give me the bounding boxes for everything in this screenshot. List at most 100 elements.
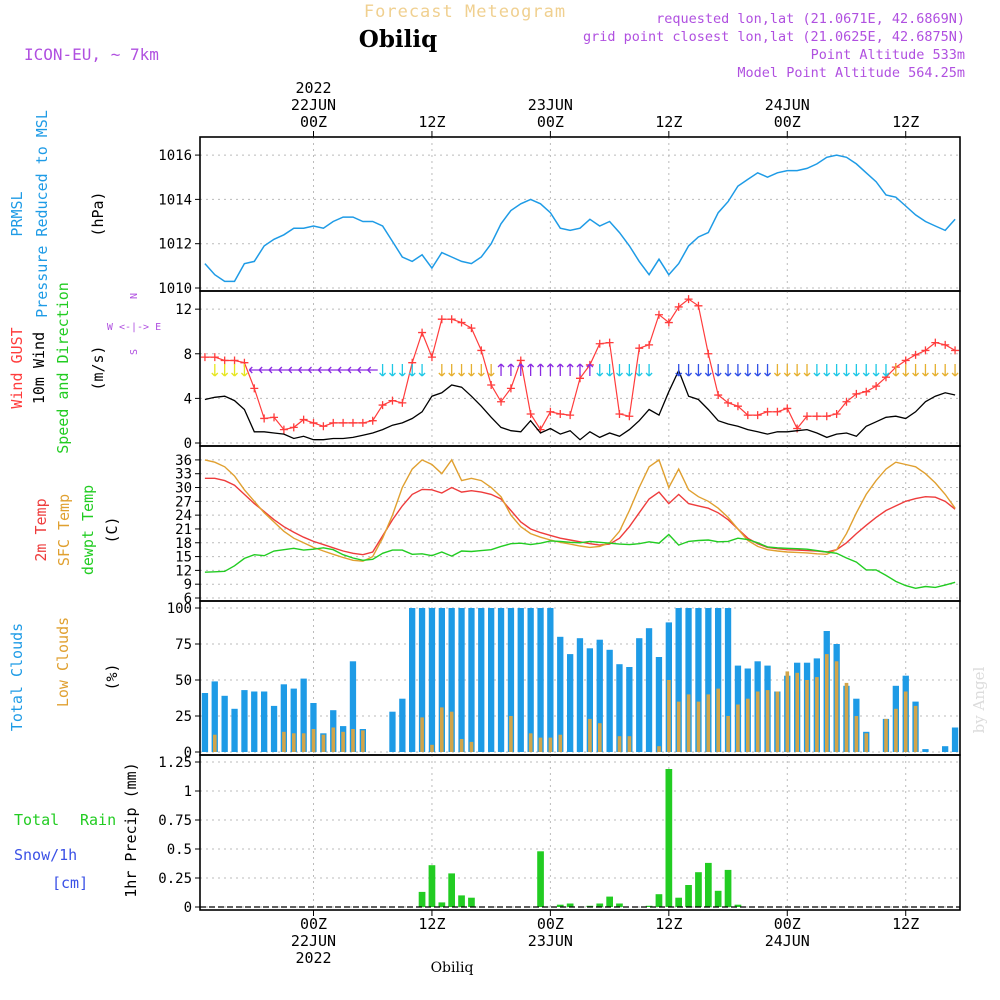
total-cloud-bar bbox=[645, 628, 653, 752]
total-cloud-bar bbox=[497, 608, 505, 752]
panel-frame bbox=[199, 754, 961, 911]
gust-point bbox=[516, 356, 525, 365]
time-label: 12Z bbox=[418, 915, 445, 933]
wind-arrow bbox=[596, 364, 604, 377]
total-cloud-bar bbox=[261, 691, 268, 752]
low-cloud-bar bbox=[834, 661, 839, 752]
low-cloud-bar bbox=[311, 729, 316, 752]
low-cloud-bar bbox=[716, 688, 720, 752]
gust-point bbox=[279, 425, 288, 434]
wind-speed-line bbox=[204, 368, 956, 441]
gust-point bbox=[200, 353, 209, 362]
wind-arrow bbox=[231, 364, 239, 377]
rain-bar bbox=[596, 903, 604, 907]
title-block: Forecast Meteogram Obiliq ICON-EU, ~ 7km… bbox=[24, 2, 988, 976]
low-cloud-bar bbox=[449, 711, 454, 752]
panel-precipitation: 0 0.25 0.5 0.75 1 1.25 1hr Precip (mm) Total Rai… bbox=[14, 754, 961, 916]
total-cloud-bar bbox=[586, 648, 593, 752]
total-cloud-bar bbox=[270, 705, 278, 752]
time-label: 00Z bbox=[300, 113, 327, 131]
total-cloud-bar bbox=[428, 608, 436, 752]
total-cloud-bar bbox=[567, 654, 574, 752]
wind-arrow bbox=[308, 366, 319, 374]
gust-point bbox=[497, 397, 506, 406]
low-cloud-bar bbox=[420, 717, 424, 752]
location-name: Obiliq bbox=[359, 26, 437, 53]
axis-label-line: Wind GUST bbox=[8, 327, 26, 408]
total-cloud-bar bbox=[695, 608, 702, 752]
gust-point bbox=[852, 389, 861, 398]
y-tick-label: 0 bbox=[184, 900, 192, 916]
total-cloud-bar bbox=[606, 649, 613, 752]
gust-point bbox=[921, 346, 930, 355]
low-cloud-bar bbox=[903, 691, 908, 752]
wind-arrow bbox=[467, 364, 475, 377]
gust-point bbox=[566, 411, 575, 420]
low-cloud-bar bbox=[884, 718, 888, 752]
gust-point bbox=[803, 412, 812, 421]
total-cloud-bar bbox=[389, 711, 396, 752]
low-cloud-bar bbox=[558, 734, 563, 752]
wind-arrow bbox=[497, 363, 505, 376]
low-cloud-bar bbox=[528, 733, 533, 752]
gust-point bbox=[309, 418, 318, 427]
low-cloud-bar bbox=[805, 680, 809, 752]
gust-point bbox=[763, 407, 772, 416]
gust-point bbox=[654, 310, 663, 319]
time-label: 23JUN bbox=[528, 932, 573, 950]
total-cloud-bar bbox=[715, 608, 722, 752]
gust-point bbox=[289, 423, 298, 432]
time-label: 12Z bbox=[655, 113, 682, 131]
wind-arrow bbox=[872, 364, 880, 377]
axis-label-line: (C) bbox=[103, 516, 121, 543]
gust-point bbox=[299, 415, 308, 424]
gust-point bbox=[704, 349, 713, 358]
y-tick-label: 8 bbox=[184, 347, 192, 363]
requested-coords: requested lon,lat (21.0671E, 42.6869N) bbox=[656, 11, 965, 27]
time-label: 22JUN bbox=[291, 96, 336, 114]
low-cloud-bar bbox=[430, 744, 434, 752]
gust-point bbox=[457, 318, 466, 327]
total-cloud-bar bbox=[310, 703, 317, 752]
low-cloud-bar bbox=[548, 737, 553, 752]
low-cloud-bar bbox=[588, 718, 592, 752]
total-cloud-bar bbox=[596, 639, 603, 752]
total-cloud-bar bbox=[211, 681, 218, 752]
gust-point bbox=[388, 396, 397, 405]
wind-arrow bbox=[921, 364, 929, 377]
wind-arrow bbox=[507, 363, 515, 376]
axis-label-line: Low Clouds bbox=[54, 617, 72, 707]
rain-bar bbox=[685, 885, 692, 907]
wind-arrow bbox=[892, 364, 900, 377]
time-label: 12Z bbox=[655, 915, 682, 933]
wind-arrow bbox=[327, 366, 339, 374]
wind-axis-label: Wind GUST 10m Wind Speed and Direction (m/s… bbox=[8, 282, 107, 454]
gust-point bbox=[694, 301, 703, 310]
gust-point bbox=[250, 384, 259, 393]
low-cloud-bar bbox=[598, 723, 602, 752]
low-cloud-bar bbox=[667, 680, 671, 752]
pressure-axis-label: PRMSL Pressure Reduced to MSL (hPa) bbox=[8, 110, 107, 318]
axis-label-line: (m/s) bbox=[89, 345, 107, 390]
y-tick-label: 1.25 bbox=[158, 755, 192, 771]
low-cloud-bar bbox=[676, 701, 681, 752]
total-cloud-bar bbox=[576, 638, 584, 752]
low-cloud-bar bbox=[913, 705, 918, 752]
wind-arrow bbox=[379, 364, 387, 377]
total-cloud-bar bbox=[655, 657, 663, 752]
wind-arrow bbox=[803, 364, 811, 377]
wind-arrow bbox=[843, 364, 850, 377]
compass-we: W <-|-> E bbox=[107, 322, 161, 333]
low-cloud-bar bbox=[341, 731, 345, 752]
total-cloud-bar bbox=[221, 695, 228, 752]
axis-label-line: dewpt Temp bbox=[79, 485, 97, 575]
axis-label-line: Pressure Reduced to MSL bbox=[33, 110, 51, 318]
y-tick-label: 1010 bbox=[158, 281, 192, 297]
watermark: by Angel bbox=[970, 666, 988, 733]
low-cloud-bar bbox=[844, 682, 849, 752]
low-cloud-bar bbox=[686, 694, 691, 752]
axis-label-line: PRMSL bbox=[8, 191, 26, 236]
point-altitude: Point Altitude 533m bbox=[811, 47, 965, 63]
wind-arrow bbox=[685, 364, 693, 377]
low-cloud-bar bbox=[361, 730, 365, 752]
